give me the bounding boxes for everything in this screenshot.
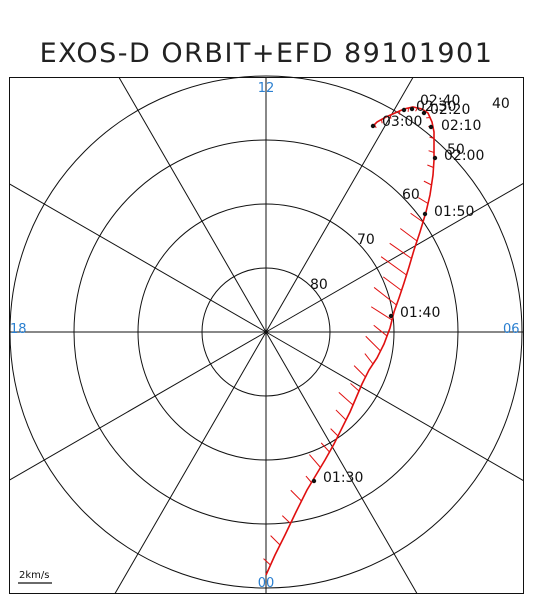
efd-tick [290, 489, 302, 502]
efd-tick [400, 228, 418, 242]
time-label-0140: 01:40 [400, 305, 440, 321]
mlt-spoke [9, 183, 267, 333]
efd-tick [428, 150, 435, 153]
time-label-0200: 02:00 [444, 148, 484, 164]
time-label-0240: 02:40 [420, 93, 460, 109]
mlt-spoke [265, 331, 524, 482]
efd-tick [350, 383, 360, 392]
time-label-0150: 01:50 [434, 204, 474, 220]
mlt-label-00: 00 [258, 576, 275, 591]
efd-tick [389, 242, 412, 259]
efd-tick [353, 365, 366, 378]
orbit-track [265, 106, 435, 576]
efd-tick [320, 442, 330, 453]
lat-label-70: 70 [357, 232, 375, 248]
time-label-0130: 01:30 [323, 470, 363, 486]
time-dot [401, 107, 407, 113]
efd-tick [263, 558, 271, 566]
efd-tick [373, 287, 397, 306]
lat-label-60: 60 [402, 187, 420, 203]
mlt-spoke [265, 77, 414, 333]
time-dot [311, 478, 317, 484]
mlt-spokes [9, 77, 524, 594]
mlt-label-12: 12 [258, 81, 275, 96]
efd-tick [309, 454, 321, 468]
efd-tick [373, 324, 388, 337]
efd-tick [270, 535, 281, 546]
efd-tick [382, 276, 402, 291]
time-dot [432, 155, 438, 161]
lat-label-40: 40 [492, 96, 510, 112]
time-dot [388, 313, 394, 319]
efd-tick [380, 256, 407, 276]
mlt-spoke [265, 331, 418, 594]
efd-tick [370, 306, 393, 321]
efd-tick [335, 409, 347, 421]
efd-tick [281, 515, 291, 524]
efd-tick [330, 428, 339, 437]
time-label-0220: 02:20 [430, 102, 470, 118]
time-dot [422, 211, 428, 217]
lat-label-80: 80 [310, 277, 328, 293]
efd-vector-ticks [263, 107, 435, 566]
efd-tick [410, 212, 424, 223]
efd-tick [427, 164, 434, 168]
efd-tick [418, 197, 429, 204]
efd-tick [423, 180, 432, 186]
time-markers [311, 106, 438, 484]
time-dot [421, 110, 427, 116]
mlt-spoke [265, 182, 524, 333]
time-dot [409, 106, 415, 112]
efd-tick [365, 335, 381, 352]
time-label-0230: 02:30 [416, 99, 456, 115]
efd-tick [364, 353, 374, 365]
time-dot [428, 124, 434, 130]
time-dot [370, 123, 376, 129]
lat-label-50: 50 [447, 142, 465, 158]
time-label-0210: 02:10 [441, 118, 481, 134]
mlt-spoke [9, 331, 267, 481]
time-label-0300: 03:00 [382, 114, 422, 130]
efd-tick [338, 392, 354, 406]
mlt-spoke [118, 77, 267, 333]
mlt-label-06: 06 [503, 322, 520, 337]
mlt-spoke [114, 331, 267, 594]
mlt-label-18: 18 [10, 322, 27, 337]
scale-label: 2km/s [19, 570, 49, 581]
plot-title: EXOS-D ORBIT+EFD 89101901 [39, 38, 494, 69]
efd-tick [305, 475, 312, 483]
